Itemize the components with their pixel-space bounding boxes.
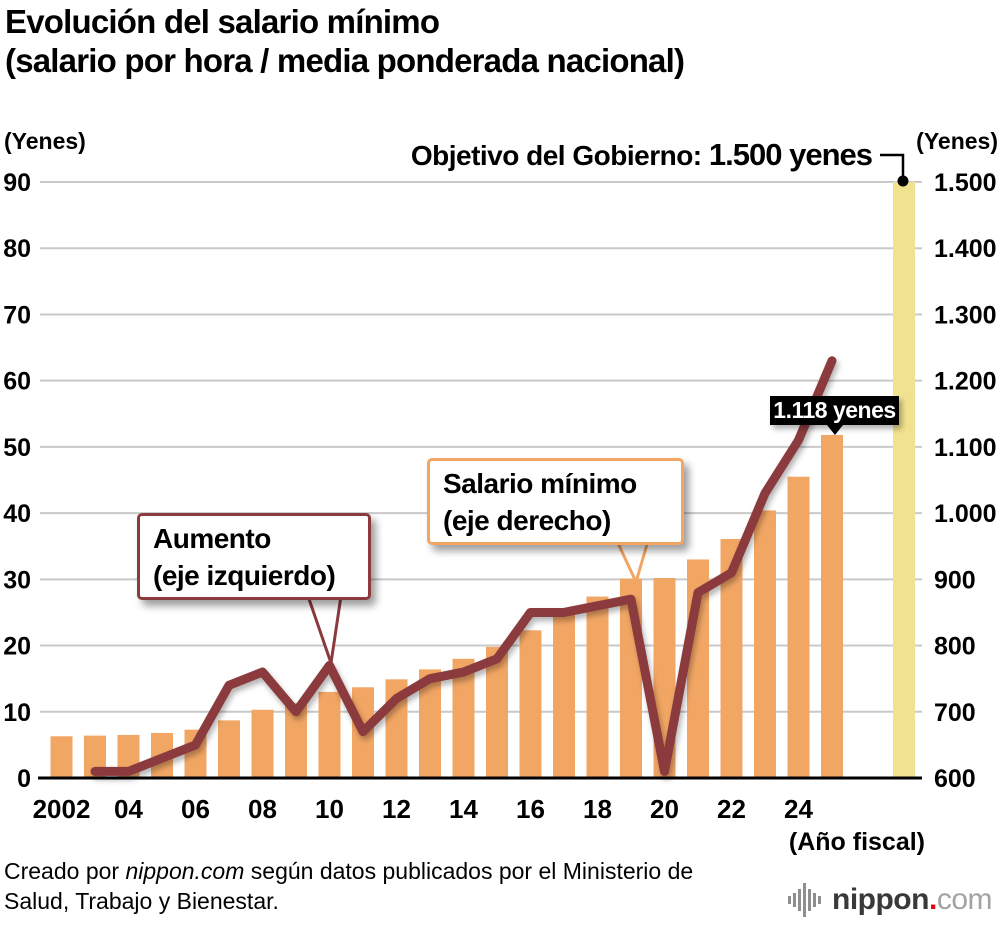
target-dot bbox=[897, 175, 909, 187]
increase-line-group bbox=[90, 356, 837, 776]
wage-bar-2014 bbox=[452, 658, 475, 778]
left-tick-90: 90 bbox=[3, 169, 31, 197]
wage-bars bbox=[50, 434, 843, 778]
target-connector bbox=[880, 153, 909, 187]
line-callout-tail bbox=[306, 594, 343, 665]
right-tick-1.500: 1.500 bbox=[934, 169, 997, 197]
x-axis-ticks: 2002 04 06 08 10 12 14 16 18 20 22 24 bbox=[33, 794, 814, 824]
left-axis-unit: (Yenes) bbox=[4, 128, 86, 154]
left-tick-70: 70 bbox=[3, 301, 31, 329]
x-tick-10: 10 bbox=[315, 794, 344, 824]
page-title: Evolución del salario mínimo (salario po… bbox=[5, 2, 685, 80]
right-tick-1.300: 1.300 bbox=[934, 301, 997, 329]
line-callout-line2: (eje izquierdo) bbox=[153, 560, 336, 591]
increase-line bbox=[90, 356, 837, 776]
credit-source: nippon.com bbox=[125, 858, 245, 884]
x-tick-08: 08 bbox=[248, 794, 277, 824]
wage-bar-2013 bbox=[419, 669, 441, 778]
left-tick-0: 0 bbox=[17, 765, 31, 793]
callout-tails bbox=[306, 539, 650, 665]
right-tick-1.000: 1.000 bbox=[934, 500, 997, 528]
right-tick-1.400: 1.400 bbox=[934, 235, 997, 263]
left-tick-60: 60 bbox=[3, 368, 31, 396]
right-tick-900: 900 bbox=[934, 566, 976, 594]
wage-bar-2025 bbox=[821, 434, 843, 778]
logo-wordmark: nippon.com bbox=[832, 883, 993, 917]
source-credit: Creado por nippon.com según datos public… bbox=[4, 856, 693, 916]
right-axis-unit: (Yenes) bbox=[916, 128, 998, 154]
bar-series-callout: Salario mínimo (eje derecho) bbox=[427, 458, 684, 545]
bar-callout-line2: (eje derecho) bbox=[443, 505, 611, 536]
logo-name: nippon bbox=[832, 883, 929, 916]
x-tick-16: 16 bbox=[516, 794, 545, 824]
logo-tld: com bbox=[936, 883, 993, 916]
x-tick-14: 14 bbox=[449, 794, 478, 824]
nippon-com-logo: nippon.com bbox=[788, 881, 993, 919]
credit-prefix: Creado por bbox=[4, 858, 126, 884]
left-tick-40: 40 bbox=[3, 500, 31, 528]
bar-callout-line1: Salario mínimo bbox=[443, 468, 637, 499]
x-tick-22: 22 bbox=[717, 794, 746, 824]
wage-bar-2016 bbox=[519, 630, 542, 778]
wage-bar-2009 bbox=[285, 703, 307, 778]
soundwave-icon bbox=[788, 883, 821, 917]
right-tick-700: 700 bbox=[934, 699, 976, 727]
latest-value-label: 1.118 yenes bbox=[770, 396, 899, 435]
target-bar-group bbox=[893, 182, 915, 778]
left-tick-50: 50 bbox=[3, 434, 31, 462]
x-tick-04: 04 bbox=[114, 794, 143, 824]
title-line1: Evolución del salario mínimo bbox=[5, 3, 440, 40]
left-axis-ticks: 0 10 20 30 40 50 60 70 80 90 bbox=[3, 169, 31, 793]
right-tick-1.100: 1.100 bbox=[934, 434, 997, 462]
wage-bar-2015 bbox=[486, 646, 508, 778]
wage-bar-2018 bbox=[586, 596, 609, 778]
wage-bar-2023 bbox=[754, 510, 776, 778]
x-axis-unit: (Año fiscal) bbox=[788, 828, 925, 856]
wage-bar-2008 bbox=[251, 709, 274, 778]
target-annotation-value: 1.500 yenes bbox=[708, 137, 873, 172]
x-tick-20: 20 bbox=[650, 794, 679, 824]
line-series-callout: Aumento (eje izquierdo) bbox=[137, 513, 371, 600]
wage-bar-2002 bbox=[50, 736, 73, 778]
left-tick-20: 20 bbox=[3, 633, 31, 661]
left-tick-10: 10 bbox=[3, 699, 31, 727]
wage-bar-2010 bbox=[318, 691, 341, 778]
credit-suffix: según datos publicados por el Ministerio… bbox=[244, 858, 694, 884]
wage-bar-2024 bbox=[787, 476, 810, 778]
title-line2: (salario por hora / media ponderada naci… bbox=[5, 42, 685, 79]
x-tick-2002: 2002 bbox=[33, 794, 91, 824]
wage-bar-2022 bbox=[720, 538, 743, 778]
government-target-annotation: Objetivo del Gobierno: 1.500 yenes bbox=[410, 137, 873, 173]
x-tick-06: 06 bbox=[181, 794, 210, 824]
chart-canvas: 0 10 20 30 40 50 60 70 80 90 600 700 800 900 1.000 1.10… bbox=[3, 153, 997, 824]
target-annotation-prefix: Objetivo del Gobierno: bbox=[410, 140, 709, 171]
x-tick-18: 18 bbox=[583, 794, 612, 824]
credit-line2: Salud, Trabajo y Bienestar. bbox=[4, 888, 279, 914]
line-callout-line1: Aumento bbox=[153, 523, 271, 554]
right-tick-800: 800 bbox=[934, 633, 976, 661]
right-tick-1.200: 1.200 bbox=[934, 368, 997, 396]
target-bar bbox=[893, 182, 915, 778]
wage-bar-2017 bbox=[553, 613, 575, 778]
x-tick-12: 12 bbox=[382, 794, 411, 824]
logo-dot: . bbox=[928, 883, 937, 916]
x-tick-24: 24 bbox=[784, 794, 813, 824]
left-tick-80: 80 bbox=[3, 235, 31, 263]
right-axis-ticks: 600 700 800 900 1.000 1.100 1.200 1.300 1.400 1.5… bbox=[934, 169, 997, 793]
bar-callout-tail bbox=[615, 539, 650, 584]
wage-bar-2007 bbox=[218, 720, 240, 778]
left-tick-30: 30 bbox=[3, 566, 31, 594]
right-tick-600: 600 bbox=[934, 765, 976, 793]
